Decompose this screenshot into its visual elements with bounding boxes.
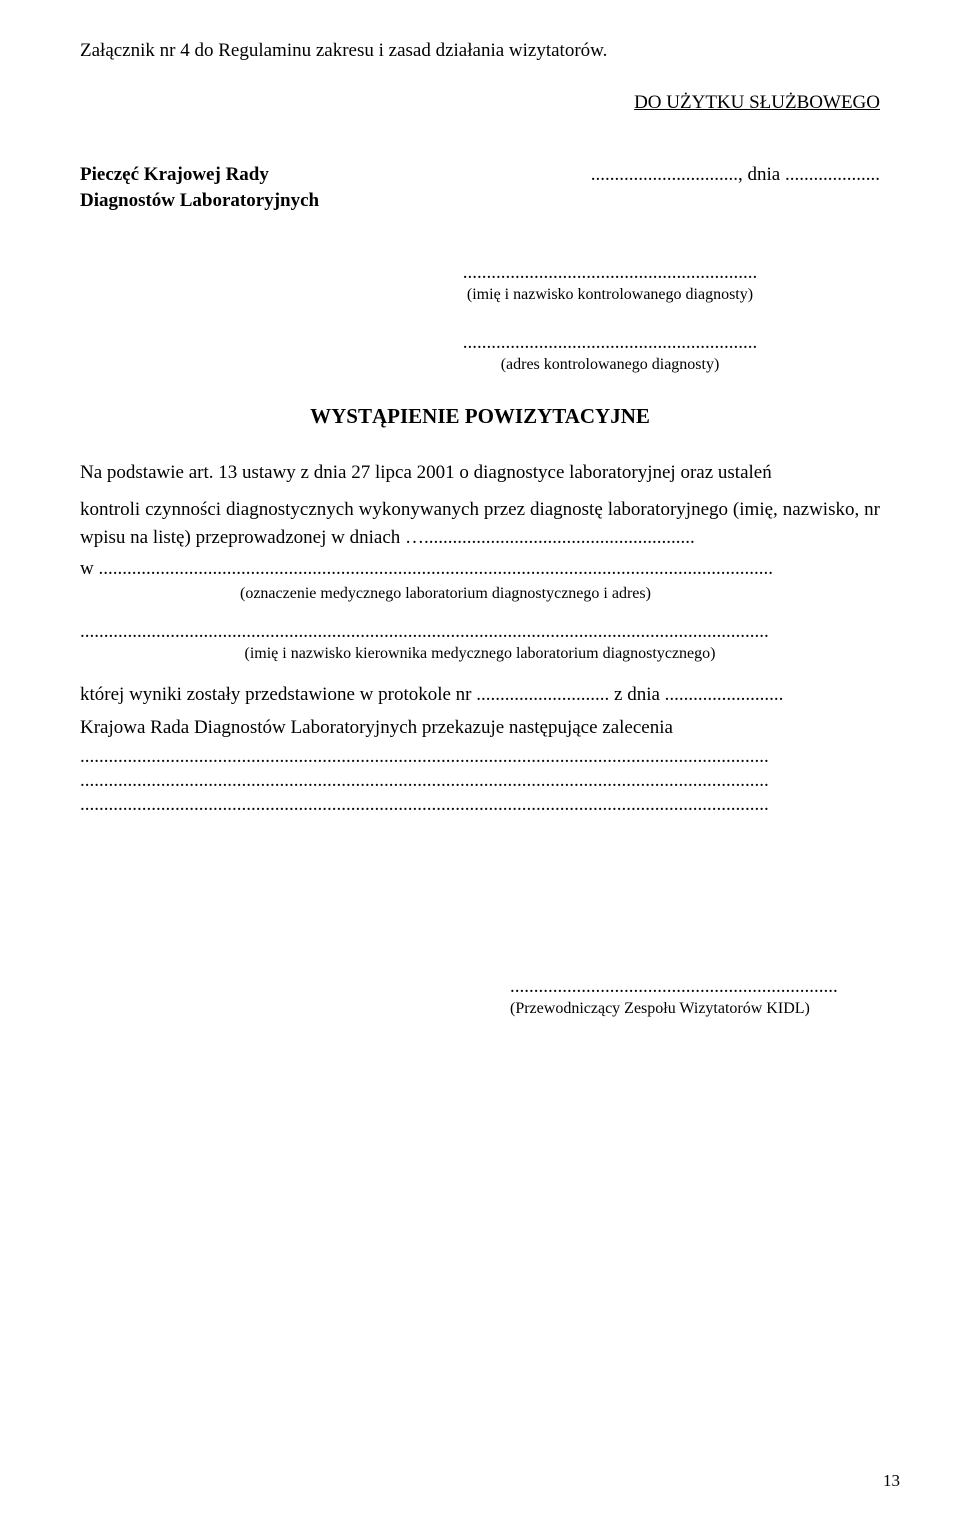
- dotted-line-3: ........................................…: [80, 794, 880, 816]
- manager-dots: ........................................…: [80, 621, 880, 643]
- date-line: ..............................., dnia ..…: [591, 164, 880, 186]
- field-name-caption: (imię i nazwisko kontrolowanego diagnost…: [80, 286, 880, 304]
- manager-caption: (imię i nazwisko kierownika medycznego l…: [80, 645, 880, 663]
- paragraph-2: kontroli czynności diagnostycznych wykon…: [80, 496, 880, 553]
- document-page: Załącznik nr 4 do Regulaminu zakresu i z…: [0, 0, 960, 1521]
- signature-caption: (Przewodniczący Zespołu Wizytatorów KIDL…: [510, 1000, 880, 1018]
- page-number: 13: [883, 1471, 900, 1491]
- header-row: Pieczęć Krajowej Rady ..................…: [80, 164, 880, 186]
- field-name-dots: ........................................…: [80, 262, 880, 284]
- paragraph-1: Na podstawie art. 13 ustawy z dnia 27 li…: [80, 459, 880, 488]
- signature-dots: ........................................…: [510, 976, 880, 998]
- stamp-line-2: Diagnostów Laboratoryjnych: [80, 190, 880, 212]
- w-line: w ......................................…: [80, 555, 880, 584]
- result-line: której wyniki zostały przedstawione w pr…: [80, 681, 880, 710]
- signature-block: ........................................…: [510, 976, 880, 1018]
- field-address-dots: ........................................…: [80, 332, 880, 354]
- lab-address-caption: (oznaczenie medycznego laboratorium diag…: [80, 585, 880, 603]
- dotted-line-1: ........................................…: [80, 746, 880, 768]
- recommendations-line: Krajowa Rada Diagnostów Laboratoryjnych …: [80, 714, 880, 743]
- field-address-caption: (adres kontrolowanego diagnosty): [80, 356, 880, 374]
- document-title: WYSTĄPIENIE POWIZYTACYJNE: [80, 404, 880, 429]
- dotted-line-2: ........................................…: [80, 770, 880, 792]
- official-use-label: DO UŻYTKU SŁUŻBOWEGO: [80, 92, 880, 114]
- stamp-line-1: Pieczęć Krajowej Rady: [80, 164, 269, 186]
- attachment-header: Załącznik nr 4 do Regulaminu zakresu i z…: [80, 40, 880, 62]
